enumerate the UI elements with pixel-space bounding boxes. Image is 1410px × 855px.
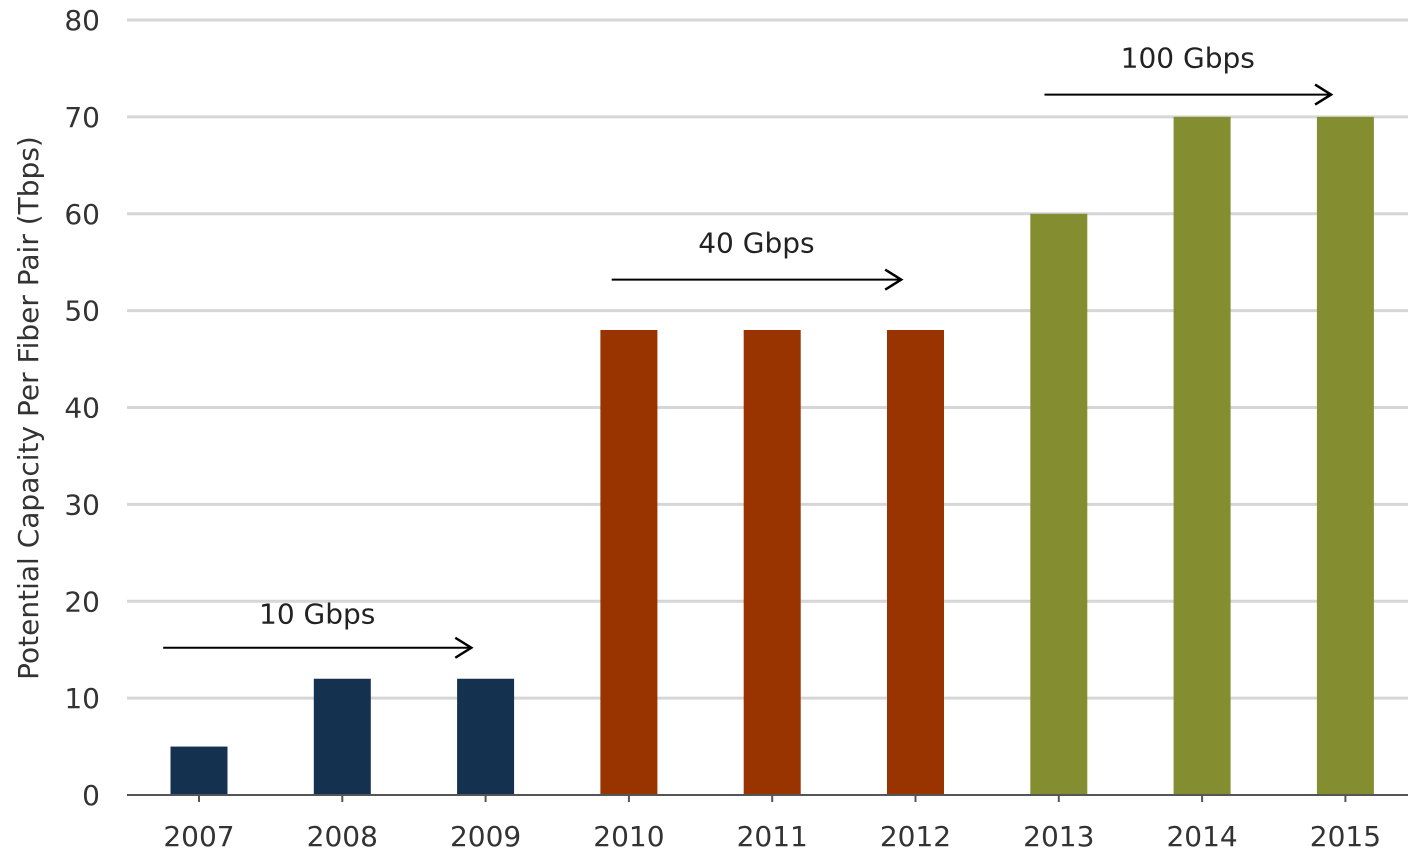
x-tick-label: 2014 <box>1166 820 1237 851</box>
bar-2015 <box>1316 116 1374 795</box>
x-tick-label: 2013 <box>1023 820 1094 851</box>
annotation-label: 100 Gbps <box>1121 41 1255 74</box>
bar-2012 <box>887 330 944 795</box>
y-tick-label: 80 <box>64 4 100 37</box>
annotation-label: 10 Gbps <box>259 598 375 631</box>
y-tick-label: 70 <box>64 101 100 134</box>
bar-2011 <box>743 330 801 795</box>
bar-2010 <box>600 330 658 795</box>
bar-2013 <box>1030 213 1088 795</box>
x-tick-label: 2010 <box>593 820 664 851</box>
axes: 0 10 20 30 40 50 60 70 80 2007 2008 2009 2010 2011 201… <box>64 4 1408 853</box>
y-tick-label: 60 <box>64 198 100 231</box>
annotation-arrowhead <box>884 268 904 291</box>
y-tick-label: 30 <box>64 488 100 521</box>
bar-2008 <box>313 678 371 795</box>
bar-2014 <box>1173 116 1231 795</box>
annotations: 10 Gbps 40 Gbps 100 Gbps <box>163 41 1334 659</box>
y-tick-label: 0 <box>82 779 100 812</box>
y-tick-label: 40 <box>64 392 100 425</box>
y-axis-title: Potential Capacity Per Fiber Pair (Tbps) <box>12 136 45 680</box>
x-tick-label: 2008 <box>307 820 378 851</box>
y-tick-label: 10 <box>64 682 100 715</box>
bar-2009 <box>457 678 515 795</box>
y-tick-label: 50 <box>64 295 100 328</box>
x-tick-label: 2009 <box>450 820 521 851</box>
x-tick-label: 2015 <box>1310 820 1381 851</box>
x-tick-label: 2011 <box>737 820 808 851</box>
bars <box>170 116 1374 795</box>
annotation-label: 40 Gbps <box>698 227 814 260</box>
x-tick-label: 2012 <box>880 820 951 851</box>
x-tick-label: 2007 <box>163 820 234 851</box>
annotation-arrowhead <box>454 636 474 659</box>
y-tick-label: 20 <box>64 585 100 618</box>
bar-2007 <box>170 746 228 795</box>
annotation-arrowhead <box>1314 83 1334 106</box>
